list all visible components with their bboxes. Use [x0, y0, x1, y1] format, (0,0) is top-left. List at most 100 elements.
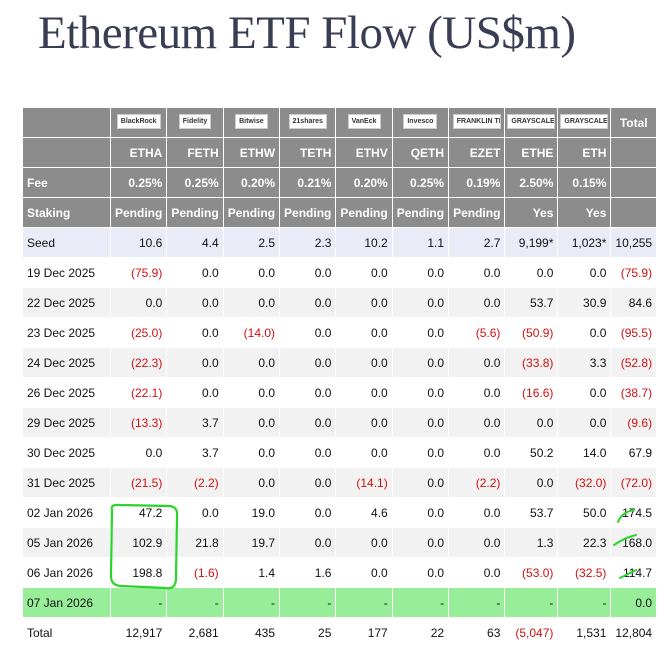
- logo-cell: VanEck: [335, 107, 393, 138]
- flow-value: 0.0: [279, 527, 337, 558]
- flow-value: 12,804: [610, 617, 658, 648]
- flow-value: 0.0: [391, 257, 450, 288]
- flow-value: 25: [279, 617, 337, 648]
- staking-value: Pending: [335, 197, 393, 228]
- flow-value: -: [166, 587, 224, 618]
- ticker: ETHW: [222, 137, 281, 168]
- data-row: 23 Dec 2025 (25.0) 0.0 (14.0) 0.0 0.0 0.0 (5.6)…: [22, 317, 658, 348]
- flow-value: 63: [448, 617, 506, 648]
- fee-value: 0.15%: [557, 167, 612, 198]
- flow-value: (53.0): [504, 557, 559, 588]
- flow-value: 0.0: [166, 377, 224, 408]
- flow-value: 10,255: [610, 227, 658, 258]
- flow-value: (32.0): [557, 467, 612, 498]
- flow-value: -: [222, 587, 281, 618]
- empty-cell: [610, 167, 658, 198]
- row-label: 24 Dec 2025: [22, 347, 111, 378]
- data-row: 07 Jan 2026- - - - - - - - -0.0: [22, 587, 658, 618]
- flow-value: (14.0): [222, 317, 281, 348]
- flow-value: 22: [391, 617, 450, 648]
- flow-value: 0.0: [335, 287, 393, 318]
- fee-value: 2.50%: [504, 167, 559, 198]
- flow-value: 19.0: [222, 497, 281, 528]
- flow-value: 3.7: [166, 437, 224, 468]
- flow-value: 0.0: [166, 287, 224, 318]
- flow-value: 0.0: [504, 257, 559, 288]
- flow-value: 0.0: [335, 377, 393, 408]
- ticker: TETH: [279, 137, 337, 168]
- row-label: Total: [22, 617, 111, 648]
- flow-value: 0.0: [448, 257, 506, 288]
- row-label: Staking: [22, 197, 111, 228]
- row-label: 31 Dec 2025: [22, 467, 111, 498]
- flow-value: 0.0: [279, 347, 337, 378]
- empty-cell: [610, 197, 658, 228]
- data-row: 30 Dec 2025 0.0 3.7 0.0 0.0 0.0 0.0 0.0 50.2 14.0…: [22, 437, 658, 468]
- row-label: Seed: [22, 227, 111, 258]
- row-label: 07 Jan 2026: [22, 587, 111, 618]
- staking-value: Pending: [279, 197, 337, 228]
- logo-row: BlackRock Fidelity Bitwise 21shares VanEck In…: [22, 107, 658, 138]
- flow-value: 0.0: [279, 407, 337, 438]
- flow-value: 0.0: [279, 467, 337, 498]
- flow-value: 19.7: [222, 527, 281, 558]
- flow-value: 0.0: [222, 407, 281, 438]
- flow-value: 0.0: [448, 527, 506, 558]
- staking-value: Pending: [448, 197, 506, 228]
- flow-value: (72.0): [610, 467, 658, 498]
- flow-value: -: [109, 587, 168, 618]
- flow-value: 177: [335, 617, 393, 648]
- issuer-logo: Invesco: [403, 113, 438, 129]
- staking-value: Pending: [391, 197, 450, 228]
- row-label: 29 Dec 2025: [22, 407, 111, 438]
- flow-value: 0.0: [279, 317, 337, 348]
- flow-value: 0.0: [222, 347, 281, 378]
- data-row: 31 Dec 2025 (21.5) (2.2) 0.0 0.0 (14.1) 0.0 (2.…: [22, 467, 658, 498]
- flow-value: (22.3): [109, 347, 168, 378]
- flow-value: 53.7: [504, 287, 559, 318]
- staking-row: Staking Pending Pending Pending Pending Pendi…: [22, 197, 658, 228]
- flow-value: 84.6: [610, 287, 658, 318]
- flow-value: -: [279, 587, 337, 618]
- flow-value: 0.0: [391, 407, 450, 438]
- ticker: ETHE: [504, 137, 559, 168]
- flow-value: 0.0: [557, 407, 612, 438]
- staking-value: Pending: [109, 197, 168, 228]
- flow-value: 114.7: [610, 557, 658, 588]
- flow-value: 2,681: [166, 617, 224, 648]
- staking-value: Yes: [557, 197, 612, 228]
- ticker: ETH: [557, 137, 612, 168]
- data-row: Seed 10.6 4.4 2.5 2.3 10.2 1.1 2.7 9,199* 1,023* 1…: [22, 227, 658, 258]
- flow-value: 0.0: [335, 557, 393, 588]
- flow-value: (5.6): [448, 317, 506, 348]
- issuer-logo: BlackRock: [116, 113, 161, 129]
- flow-value: (38.7): [610, 377, 658, 408]
- flow-value: 10.2: [335, 227, 393, 258]
- flow-value: (95.5): [610, 317, 658, 348]
- flow-value: 1.6: [279, 557, 337, 588]
- flow-value: (25.0): [109, 317, 168, 348]
- fee-value: 0.19%: [448, 167, 506, 198]
- flow-value: (33.8): [504, 347, 559, 378]
- fee-value: 0.25%: [109, 167, 168, 198]
- flow-value: 0.0: [504, 407, 559, 438]
- flow-value: 0.0: [448, 557, 506, 588]
- logo-cell: GRAYSCALE: [504, 107, 559, 138]
- flow-value: 3.3: [557, 347, 612, 378]
- flow-value: (2.2): [166, 467, 224, 498]
- row-label: 02 Jan 2026: [22, 497, 111, 528]
- logo-cell: Fidelity: [166, 107, 224, 138]
- fee-value: 0.25%: [391, 167, 450, 198]
- flow-value: 102.9: [109, 527, 168, 558]
- fee-value: 0.25%: [166, 167, 224, 198]
- flow-value: 0.0: [391, 317, 450, 348]
- flow-value: 67.9: [610, 437, 658, 468]
- data-row: 02 Jan 2026 47.2 0.0 19.0 0.0 4.6 0.0 0.0 53.7 50…: [22, 497, 658, 528]
- ticker: QETH: [391, 137, 450, 168]
- fee-row: Fee 0.25% 0.25% 0.20% 0.21% 0.20% 0.25% 0.19% 2.…: [22, 167, 658, 198]
- flow-value: (75.9): [109, 257, 168, 288]
- flow-value: (52.8): [610, 347, 658, 378]
- data-row: 22 Dec 2025 0.0 0.0 0.0 0.0 0.0 0.0 0.0 53.7 30.9…: [22, 287, 658, 318]
- data-row: 05 Jan 2026 102.9 21.8 19.7 0.0 0.0 0.0 0.0 1.3 2…: [22, 527, 658, 558]
- flow-value: (2.2): [448, 467, 506, 498]
